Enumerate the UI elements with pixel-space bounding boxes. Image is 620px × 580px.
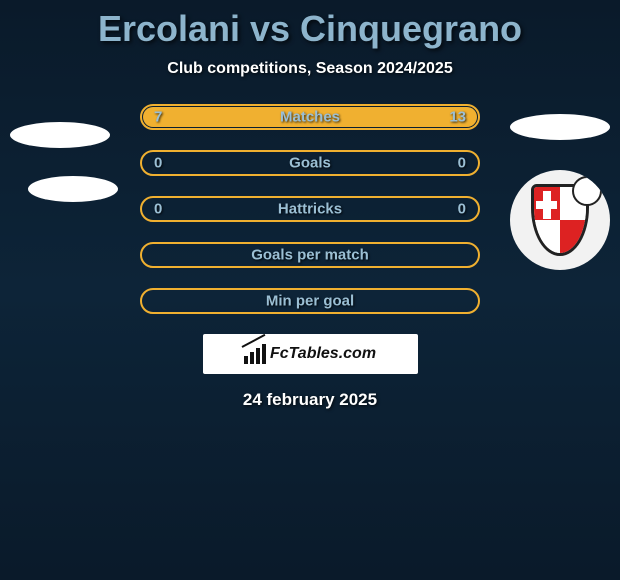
ball-icon: [572, 176, 602, 206]
player-left-avatar: [10, 114, 110, 214]
page-title: Ercolani vs Cinquegrano: [0, 0, 620, 50]
avatar-ellipse: [10, 122, 110, 148]
stat-row-mpg: Min per goal: [140, 288, 480, 314]
snapshot-date: 24 february 2025: [0, 390, 620, 410]
stat-row-hattricks: 0 Hattricks 0: [140, 196, 480, 222]
stat-left-value: 0: [154, 201, 162, 218]
stat-right-value: 0: [458, 155, 466, 172]
stat-label: Goals per match: [251, 247, 369, 264]
stat-label: Min per goal: [266, 293, 354, 310]
club-badge: [510, 170, 610, 270]
stats-container: 7 Matches 13 0 Goals 0 0 Hattricks 0 Goa…: [140, 104, 480, 314]
stat-label: Hattricks: [278, 201, 342, 218]
stat-left-value: 7: [154, 109, 162, 126]
stat-row-goals: 0 Goals 0: [140, 150, 480, 176]
brand-text: FcTables.com: [270, 345, 376, 363]
stat-left-value: 0: [154, 155, 162, 172]
stat-right-value: 13: [449, 109, 466, 126]
stat-row-gpm: Goals per match: [140, 242, 480, 268]
avatar-ellipse: [510, 114, 610, 140]
stat-label: Goals: [289, 155, 331, 172]
stat-row-matches: 7 Matches 13: [140, 104, 480, 130]
stat-label: Matches: [280, 109, 340, 126]
avatar-ellipse: [28, 176, 118, 202]
brand-box: FcTables.com: [203, 334, 418, 374]
page-subtitle: Club competitions, Season 2024/2025: [0, 60, 620, 78]
fctables-icon: [244, 344, 266, 364]
stat-right-value: 0: [458, 201, 466, 218]
